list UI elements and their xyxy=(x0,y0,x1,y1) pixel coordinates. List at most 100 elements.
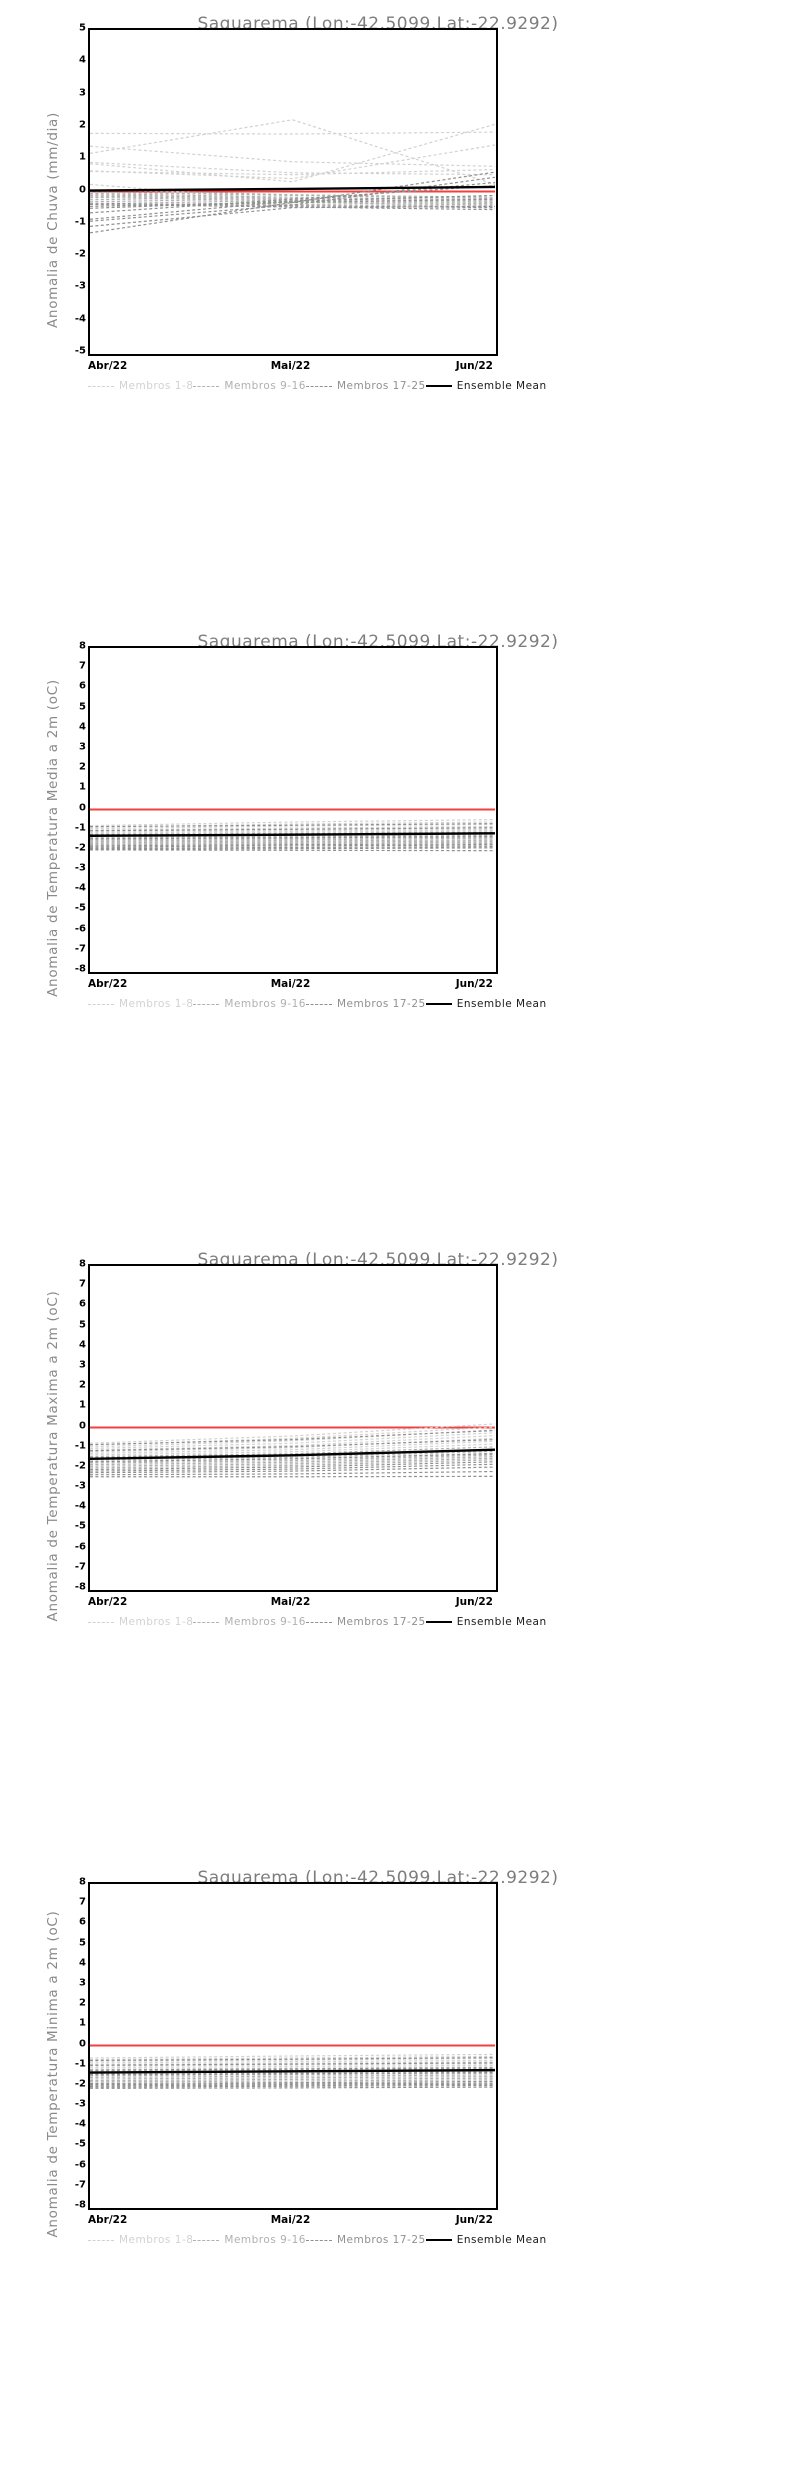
x-axis-tick: Jun/22 xyxy=(455,978,493,990)
legend-label: Membros 17-25 xyxy=(336,380,426,392)
legend-label: Membros 17-25 xyxy=(336,2234,426,2246)
legend-item[interactable]: Membros 17-25 xyxy=(305,380,426,392)
x-axis-tick: Abr/22 xyxy=(88,978,128,990)
legend-item[interactable]: Membros 17-25 xyxy=(305,1616,426,1628)
y-axis-tick: 0 xyxy=(79,2038,86,2049)
legend-line-icon xyxy=(88,1003,114,1005)
legend-label: Ensemble Mean xyxy=(456,998,547,1010)
y-axis-tick: -3 xyxy=(74,280,86,292)
y-axis-tick: 4 xyxy=(79,1339,86,1351)
legend-item[interactable]: Ensemble Mean xyxy=(425,2234,547,2246)
y-axis-tick: -2 xyxy=(74,2078,86,2090)
legend-item[interactable]: Membros 17-25 xyxy=(305,2234,426,2246)
y-axis-tick: 5 xyxy=(79,701,86,713)
legend-item[interactable]: Ensemble Mean xyxy=(425,380,547,392)
y-axis-tick: 2 xyxy=(79,761,86,773)
y-axis-tick: -8 xyxy=(74,1581,86,1593)
legend-line-icon xyxy=(425,2239,452,2241)
x-axis-ticks: Abr/22 Mai/22 Jun/22 xyxy=(88,1596,498,1612)
legend-label: Ensemble Mean xyxy=(456,1616,547,1628)
legend-line-icon xyxy=(88,385,114,387)
legend-label: Membros 1-8 xyxy=(119,998,194,1010)
legend-label: Membros 1-8 xyxy=(119,380,194,392)
x-axis-tick: Mai/22 xyxy=(270,978,311,990)
y-axis-tick: -3 xyxy=(74,1480,86,1492)
y-axis-tick: 7 xyxy=(79,1896,86,1908)
chart-legend: Membros 1-8 Membros 9-16 Membros 17-25 Ense… xyxy=(88,1614,546,1630)
y-axis-tick: 6 xyxy=(79,1298,86,1310)
y-axis-ticks: 8 7 6 5 4 3 2 1 0 -1 -2 -3 -4 -5 -6 -7 -8 xyxy=(56,1259,86,1593)
legend-line-icon xyxy=(88,1621,114,1623)
legend-item[interactable]: Membros 9-16 xyxy=(193,380,306,392)
legend-item[interactable]: Ensemble Mean xyxy=(425,998,547,1010)
plot-area xyxy=(88,1264,498,1592)
legend-label: Ensemble Mean xyxy=(456,2234,547,2246)
y-axis-tick: 2 xyxy=(79,119,86,131)
legend-line-icon xyxy=(88,2239,114,2241)
forecast-panel-2: Saquarema (Lon:-42.5099,Lat:-22.9292) An… xyxy=(0,618,800,1236)
x-axis-tick: Abr/22 xyxy=(88,360,128,372)
legend-line-icon xyxy=(193,1003,220,1005)
y-axis-tick: 6 xyxy=(79,680,86,692)
y-axis-tick: 7 xyxy=(79,660,86,672)
y-axis-tick: -1 xyxy=(74,1440,86,1452)
x-axis-ticks: Abr/22 Mai/22 Jun/22 xyxy=(88,978,498,994)
legend-item[interactable]: Membros 9-16 xyxy=(193,998,306,1010)
legend-item[interactable]: Membros 17-25 xyxy=(305,998,426,1010)
y-axis-tick: -6 xyxy=(74,923,86,935)
legend-line-icon xyxy=(305,2239,332,2241)
x-axis-ticks: Abr/22 Mai/22 Jun/22 xyxy=(88,360,498,376)
y-axis-tick: 6 xyxy=(79,1916,86,1928)
y-axis-tick: 0 xyxy=(79,184,86,195)
y-axis-ticks: 8 7 6 5 4 3 2 1 0 -1 -2 -3 -4 -5 -6 -7 -8 xyxy=(56,1877,86,2211)
legend-item[interactable]: Membros 1-8 xyxy=(88,380,193,392)
x-axis-tick: Mai/22 xyxy=(270,2214,311,2226)
legend-label: Membros 1-8 xyxy=(119,2234,194,2246)
y-axis-tick: 5 xyxy=(79,1937,86,1949)
forecast-panel-1: Saquarema (Lon:-42.5099,Lat:-22.9292) An… xyxy=(0,0,800,618)
x-axis-tick: Mai/22 xyxy=(270,1596,311,1608)
y-axis-tick: -4 xyxy=(74,1500,86,1512)
series-canvas xyxy=(90,2044,495,2089)
legend-label: Ensemble Mean xyxy=(456,380,547,392)
y-axis-ticks: 8 7 6 5 4 3 2 1 0 -1 -2 -3 -4 -5 -6 -7 -8 xyxy=(56,641,86,975)
y-axis-tick: 1 xyxy=(79,2017,86,2029)
y-axis-tick: -7 xyxy=(74,943,86,955)
legend-item[interactable]: Membros 1-8 xyxy=(88,1616,193,1628)
legend-line-icon xyxy=(425,385,452,387)
legend-line-icon xyxy=(425,1621,452,1623)
legend-item[interactable]: Membros 1-8 xyxy=(88,2234,193,2246)
y-axis-tick: 4 xyxy=(79,721,86,733)
legend-label: Membros 17-25 xyxy=(336,998,426,1010)
y-axis-tick: 5 xyxy=(79,1319,86,1331)
chart-legend: Membros 1-8 Membros 9-16 Membros 17-25 Ense… xyxy=(88,996,546,1012)
chart-legend: Membros 1-8 Membros 9-16 Membros 17-25 Ense… xyxy=(88,2232,546,2248)
y-axis-tick: -5 xyxy=(74,902,86,914)
y-axis-tick: 3 xyxy=(79,1977,86,1989)
y-axis-tick: -3 xyxy=(74,2098,86,2110)
legend-item[interactable]: Membros 9-16 xyxy=(193,1616,306,1628)
y-axis-tick: 4 xyxy=(79,54,86,66)
y-axis-tick: 0 xyxy=(79,1420,86,1431)
legend-line-icon xyxy=(193,2239,220,2241)
y-axis-tick: -3 xyxy=(74,862,86,874)
y-axis-tick: -1 xyxy=(74,822,86,834)
plot-area xyxy=(88,646,498,974)
y-axis-tick: -7 xyxy=(74,1561,86,1573)
x-axis-ticks: Abr/22 Mai/22 Jun/22 xyxy=(88,2214,498,2230)
legend-item[interactable]: Ensemble Mean xyxy=(425,1616,547,1628)
series-canvas xyxy=(90,119,495,234)
legend-line-icon xyxy=(305,385,332,387)
x-axis-tick: Jun/22 xyxy=(455,1596,493,1608)
y-axis-tick: -8 xyxy=(74,2199,86,2211)
y-axis-tick: 4 xyxy=(79,1957,86,1969)
x-axis-tick: Jun/22 xyxy=(455,360,493,372)
series-canvas xyxy=(90,808,495,852)
legend-item[interactable]: Membros 9-16 xyxy=(193,2234,306,2246)
legend-item[interactable]: Membros 1-8 xyxy=(88,998,193,1010)
series-canvas xyxy=(90,1423,495,1478)
y-axis-tick: -4 xyxy=(74,882,86,894)
plot-area xyxy=(88,1882,498,2210)
legend-line-icon xyxy=(193,1621,220,1623)
